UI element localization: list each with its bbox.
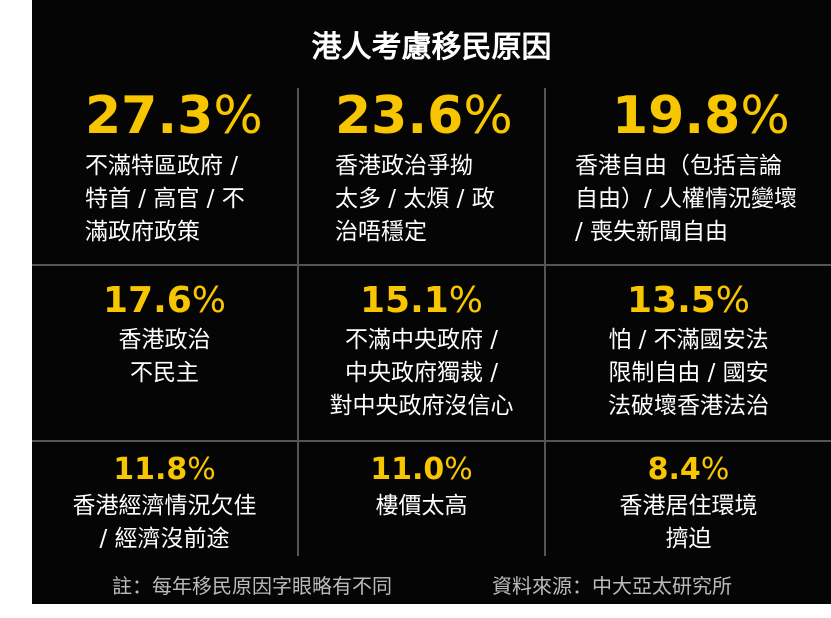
reason-text: 不滿特區政府 /	[85, 153, 239, 179]
reason-text: 滿政府政策	[85, 219, 200, 245]
percentage-sign: %	[740, 86, 790, 146]
reason-text: 不滿中央政府 /	[344, 327, 499, 353]
reason-text: 中央政府獨裁 /	[344, 360, 499, 386]
reason-cell: 19.8% 香港自由（包括言論 自由）/ 人權情況變壞 / 喪失新聞自由	[575, 82, 831, 249]
reason-text: 樓價太高	[375, 493, 468, 519]
reason-text: 擠迫	[665, 526, 712, 552]
reason-cell: 11.0% 樓價太高	[299, 450, 544, 523]
reason-text: 香港經濟情況欠佳	[72, 493, 257, 519]
percentage-value: 11.8	[113, 452, 188, 487]
reason-cell: 13.5% 怕 / 不滿國安法 限制自由 / 國安 法破壞香港法治	[546, 278, 831, 423]
reason-cell: 27.3% 不滿特區政府 / 特首 / 高官 / 不滿政府政策	[85, 82, 295, 249]
divider	[297, 88, 299, 556]
percentage-value: 8.4	[647, 452, 701, 487]
percentage: 15.1%	[299, 278, 544, 324]
divider	[32, 264, 831, 266]
percentage-value: 11.0	[370, 452, 445, 487]
percentage-value: 27.3	[85, 86, 214, 146]
percentage: 23.6%	[335, 82, 545, 150]
percentage-value: 19.8	[612, 86, 741, 146]
footnote: 註：每年移民原因字眼略有不同	[112, 574, 392, 598]
percentage-sign: %	[463, 86, 513, 146]
reason-text: / 經濟沒前途	[99, 526, 230, 552]
percentage: 13.5%	[546, 278, 831, 324]
reason-text: 香港自由（包括言論	[575, 153, 782, 179]
reason-text: 不民主	[130, 360, 199, 386]
reason-text: 香港政治爭拗	[335, 153, 473, 179]
reason-text: 治唔穩定	[335, 219, 427, 245]
percentage: 27.3%	[85, 82, 295, 150]
reason-text: 香港政治	[118, 327, 211, 353]
title: 港人考慮移民原因	[311, 30, 552, 65]
percentage-sign: %	[448, 280, 484, 321]
reason-text: 法破壞香港法治	[608, 393, 769, 419]
divider	[32, 440, 831, 442]
percentage-value: 17.6	[102, 280, 192, 321]
percentage-value: 13.5	[626, 280, 716, 321]
percentage: 17.6%	[32, 278, 297, 324]
percentage-value: 23.6	[335, 86, 464, 146]
percentage: 11.8%	[32, 450, 297, 490]
reason-text: 自由）/ 人權情況變壞	[575, 186, 798, 212]
reason-text: 太多 / 太煩 / 政	[335, 186, 495, 212]
percentage: 11.0%	[299, 450, 544, 490]
reason-text: 限制自由 / 國安	[608, 360, 769, 386]
reason-cell: 23.6% 香港政治爭拗 太多 / 太煩 / 政治唔穩定	[335, 82, 545, 249]
percentage-sign: %	[444, 452, 473, 487]
reason-text: 對中央政府沒信心	[329, 393, 514, 419]
percentage-sign: %	[213, 86, 263, 146]
reason-text: 特首 / 高官 / 不	[85, 186, 245, 212]
reason-cell: 8.4% 香港居住環境 擠迫	[546, 450, 831, 556]
reason-text: / 喪失新聞自由	[575, 219, 729, 245]
source: 資料來源：中大亞太研究所	[492, 574, 732, 598]
percentage-sign: %	[187, 452, 216, 487]
reason-cell: 17.6% 香港政治不民主	[32, 278, 297, 390]
panel: 港人考慮移民原因 註：每年移民原因字眼略有不同 資料來源：中大亞太研究所 27.…	[32, 0, 831, 604]
percentage-sign: %	[191, 280, 227, 321]
reason-cell: 15.1% 不滿中央政府 / 中央政府獨裁 / 對中央政府沒信心	[299, 278, 544, 423]
divider	[544, 88, 546, 556]
percentage: 8.4%	[546, 450, 831, 490]
reason-text: 香港居住環境	[619, 493, 758, 519]
reason-text: 怕 / 不滿國安法	[608, 327, 769, 353]
percentage: 19.8%	[575, 82, 831, 150]
percentage-sign: %	[700, 452, 730, 487]
reason-cell: 11.8% 香港經濟情況欠佳 / 經濟沒前途	[32, 450, 297, 556]
percentage-sign: %	[715, 280, 751, 321]
percentage-value: 15.1	[359, 280, 449, 321]
